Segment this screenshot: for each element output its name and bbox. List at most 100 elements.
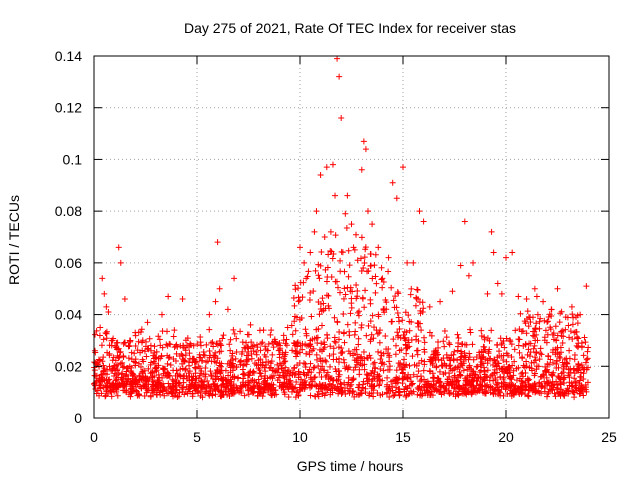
roti-cloud-point (580, 376, 587, 383)
roti-cloud-point (368, 383, 375, 390)
roti-cloud-point (484, 367, 491, 374)
roti-cloud-point (319, 382, 326, 389)
roti-cloud-point (460, 390, 467, 397)
roti-cloud-point (267, 382, 274, 389)
roti-cloud-point (426, 329, 433, 336)
roti-cloud-point (135, 360, 142, 367)
roti-point (420, 218, 427, 225)
roti-cloud-point (294, 362, 301, 369)
roti-cloud-point (365, 322, 372, 329)
roti-cloud-point (562, 326, 569, 333)
roti-cloud-point (519, 369, 526, 376)
roti-cloud-point (270, 344, 277, 351)
roti-cloud-point (503, 335, 510, 342)
roti-cloud-point (142, 385, 149, 392)
roti-cloud-point (481, 377, 488, 384)
roti-cloud-point (552, 393, 559, 400)
roti-cloud-point (123, 365, 130, 372)
roti-cloud-point (395, 388, 402, 395)
roti-cloud-point (396, 385, 403, 392)
roti-cloud-point (446, 339, 453, 346)
roti-cloud-point (440, 383, 447, 390)
roti-cloud-point (402, 342, 409, 349)
roti-cloud-point (290, 294, 297, 301)
roti-cloud-point (367, 262, 374, 269)
roti-cloud-point (98, 371, 105, 378)
roti-cloud-point (352, 319, 359, 326)
roti-cloud-point (235, 374, 242, 381)
roti-point (99, 275, 106, 282)
roti-cloud-point (504, 366, 511, 373)
roti-cloud-point (524, 375, 531, 382)
roti-point (307, 249, 314, 256)
roti-cloud-point (155, 385, 162, 392)
roti-cloud-point (307, 337, 314, 344)
roti-point (533, 293, 540, 300)
roti-cloud-point (276, 342, 283, 349)
roti-cloud-point (515, 364, 522, 371)
roti-cloud-point (249, 376, 256, 383)
roti-cloud-point (524, 392, 531, 399)
roti-cloud-point (573, 385, 580, 392)
roti-cloud-point (548, 371, 555, 378)
roti-cloud-point (403, 329, 410, 336)
roti-cloud-point (184, 342, 191, 349)
roti-cloud-point (392, 351, 399, 358)
roti-cloud-point (209, 388, 216, 395)
roti-cloud-point (148, 369, 155, 376)
roti-cloud-point (267, 360, 274, 367)
roti-cloud-point (149, 383, 156, 390)
roti-cloud-point (479, 386, 486, 393)
roti-cloud-point (164, 369, 171, 376)
roti-cloud-point (427, 354, 434, 361)
plot-frame (93, 55, 610, 419)
roti-cloud-point (92, 349, 99, 356)
roti-point (523, 296, 530, 303)
roti-cloud-point (317, 355, 324, 362)
roti-cloud-point (98, 342, 105, 349)
roti-cloud-point (336, 387, 343, 394)
roti-cloud-point (396, 375, 403, 382)
roti-point (362, 146, 369, 153)
roti-cloud-point (147, 342, 154, 349)
roti-cloud-point (226, 341, 233, 348)
roti-cloud-point (396, 325, 403, 332)
roti-cloud-point (415, 368, 422, 375)
roti-cloud-point (575, 367, 582, 374)
roti-cloud-point (147, 393, 154, 400)
roti-cloud-point (414, 319, 421, 326)
roti-cloud-point (480, 376, 487, 383)
roti-cloud-point (254, 392, 261, 399)
roti-point (144, 319, 151, 326)
roti-cloud-point (245, 345, 252, 352)
roti-cloud-point (545, 353, 552, 360)
roti-cloud-point (143, 377, 150, 384)
roti-cloud-point (456, 383, 463, 390)
roti-cloud-point (584, 379, 591, 386)
roti-cloud-point (289, 369, 296, 376)
roti-cloud-point (438, 357, 445, 364)
roti-cloud-point (403, 361, 410, 368)
roti-cloud-point (139, 369, 146, 376)
roti-cloud-point (507, 379, 514, 386)
roti-cloud-point (567, 328, 574, 335)
roti-cloud-point (326, 363, 333, 370)
roti-cloud-point (517, 388, 524, 395)
roti-cloud-point (353, 231, 360, 238)
roti-cloud-point (390, 336, 397, 343)
roti-cloud-point (550, 346, 557, 353)
roti-cloud-point (549, 359, 556, 366)
roti-point (484, 290, 491, 297)
roti-cloud-point (101, 365, 108, 372)
roti-cloud-point (387, 388, 394, 395)
roti-cloud-point (255, 357, 262, 364)
roti-cloud-point (94, 360, 101, 367)
roti-cloud-point (205, 382, 212, 389)
roti-cloud-point (556, 353, 563, 360)
roti-cloud-point (335, 284, 342, 291)
roti-cloud-point (393, 304, 400, 311)
roti-point (375, 244, 382, 251)
roti-cloud-point (323, 389, 330, 396)
roti-cloud-point (310, 364, 317, 371)
roti-cloud-point (244, 344, 251, 351)
